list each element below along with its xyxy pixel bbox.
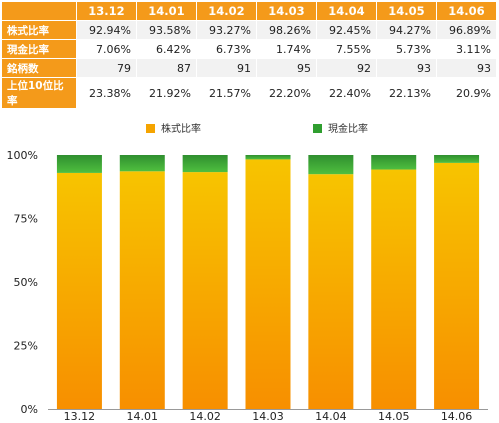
bar-stock-14.03: [245, 159, 291, 409]
table-cell: 93: [376, 58, 437, 78]
table-cell: 93.27%: [196, 20, 257, 40]
column-header: 13.12: [76, 1, 137, 21]
row-label: 銘柄数: [1, 58, 77, 78]
y-tick-label: 100%: [7, 149, 38, 162]
table-header-row: 13.12 14.01 14.02 14.03 14.04 14.05 14.0…: [1, 1, 497, 21]
bar-stock-14.04: [308, 174, 354, 409]
column-header: 14.01: [136, 1, 197, 21]
bar-cash-14.06: [434, 155, 480, 163]
bars-group: [56, 155, 480, 409]
x-tick-label: 14.03: [252, 410, 284, 423]
table-cell: 1.74%: [256, 39, 317, 59]
bar-cash-14.04: [308, 155, 354, 175]
table-cell: 23.38%: [76, 77, 137, 109]
x-tick-label: 14.02: [189, 410, 221, 423]
bar-cash-14.03: [245, 155, 291, 160]
table-cell: 94.27%: [376, 20, 437, 40]
table-row: 現金比率 7.06% 6.42% 6.73% 1.74% 7.55% 5.73%…: [1, 39, 497, 59]
y-tick-label: 25%: [14, 340, 38, 353]
table-cell: 93: [436, 58, 497, 78]
x-tick-label: 14.06: [441, 410, 473, 423]
table-cell: 3.11%: [436, 39, 497, 59]
stacked-bar-chart: 株式比率 現金比率 0% 25% 50% 75% 100% 13.12 14.01 14.02…: [7, 122, 488, 423]
table-cell: 22.20%: [256, 77, 317, 109]
y-tick-label: 50%: [14, 276, 38, 289]
bar-cash-14.05: [371, 155, 417, 170]
table-cell: 22.13%: [376, 77, 437, 109]
x-tick-label: 14.05: [378, 410, 410, 423]
table-cell: 96.89%: [436, 20, 497, 40]
bar-cash-13.12: [56, 155, 102, 173]
bar-stock-14.05: [371, 169, 417, 409]
column-header: 14.03: [256, 1, 317, 21]
table-cell: 92: [316, 58, 377, 78]
bar-stock-14.06: [434, 162, 480, 409]
y-axis: 0% 25% 50% 75% 100%: [7, 149, 38, 416]
row-label: 現金比率: [1, 39, 77, 59]
legend-label: 株式比率: [161, 122, 201, 135]
table-cell: 21.92%: [136, 77, 197, 109]
table-corner-cell: [1, 1, 77, 21]
table-cell: 92.94%: [76, 20, 137, 40]
table-cell: 5.73%: [376, 39, 437, 59]
x-axis: 13.12 14.01 14.02 14.03 14.04 14.05 14.06: [48, 409, 488, 423]
table-cell: 87: [136, 58, 197, 78]
table-cell: 22.40%: [316, 77, 377, 109]
table-cell: 95: [256, 58, 317, 78]
legend-swatch: [146, 124, 155, 133]
chart-legend: 株式比率 現金比率: [146, 122, 368, 135]
bar-cash-14.01: [119, 155, 165, 172]
legend-label: 現金比率: [328, 122, 368, 135]
table-cell: 98.26%: [256, 20, 317, 40]
table-cell: 6.73%: [196, 39, 257, 59]
x-tick-label: 13.12: [64, 410, 96, 423]
legend-swatch: [313, 124, 322, 133]
table-cell: 20.9%: [436, 77, 497, 109]
table-cell: 79: [76, 58, 137, 78]
bar-stock-13.12: [56, 172, 102, 409]
column-header: 14.05: [376, 1, 437, 21]
stats-table: 13.12 14.01 14.02 14.03 14.04 14.05 14.0…: [1, 1, 497, 109]
table-row: 株式比率 92.94% 93.58% 93.27% 98.26% 92.45% …: [1, 20, 497, 40]
column-header: 14.04: [316, 1, 377, 21]
table-cell: 7.06%: [76, 39, 137, 59]
y-tick-label: 0%: [21, 403, 38, 416]
table-cell: 93.58%: [136, 20, 197, 40]
x-tick-label: 14.04: [315, 410, 347, 423]
row-label: 上位10位比率: [1, 77, 77, 109]
table-row: 銘柄数 79 87 91 95 92 93 93: [1, 58, 497, 78]
bar-stock-14.01: [119, 171, 165, 409]
table-cell: 91: [196, 58, 257, 78]
table-cell: 21.57%: [196, 77, 257, 109]
table-row: 上位10位比率 23.38% 21.92% 21.57% 22.20% 22.4…: [1, 77, 497, 109]
column-header: 14.06: [436, 1, 497, 21]
column-header: 14.02: [196, 1, 257, 21]
table-cell: 7.55%: [316, 39, 377, 59]
bar-stock-14.02: [182, 172, 228, 409]
row-label: 株式比率: [1, 20, 77, 40]
x-tick-label: 14.01: [127, 410, 159, 423]
y-tick-label: 75%: [14, 213, 38, 226]
table-cell: 6.42%: [136, 39, 197, 59]
bar-cash-14.02: [182, 155, 228, 173]
table-cell: 92.45%: [316, 20, 377, 40]
